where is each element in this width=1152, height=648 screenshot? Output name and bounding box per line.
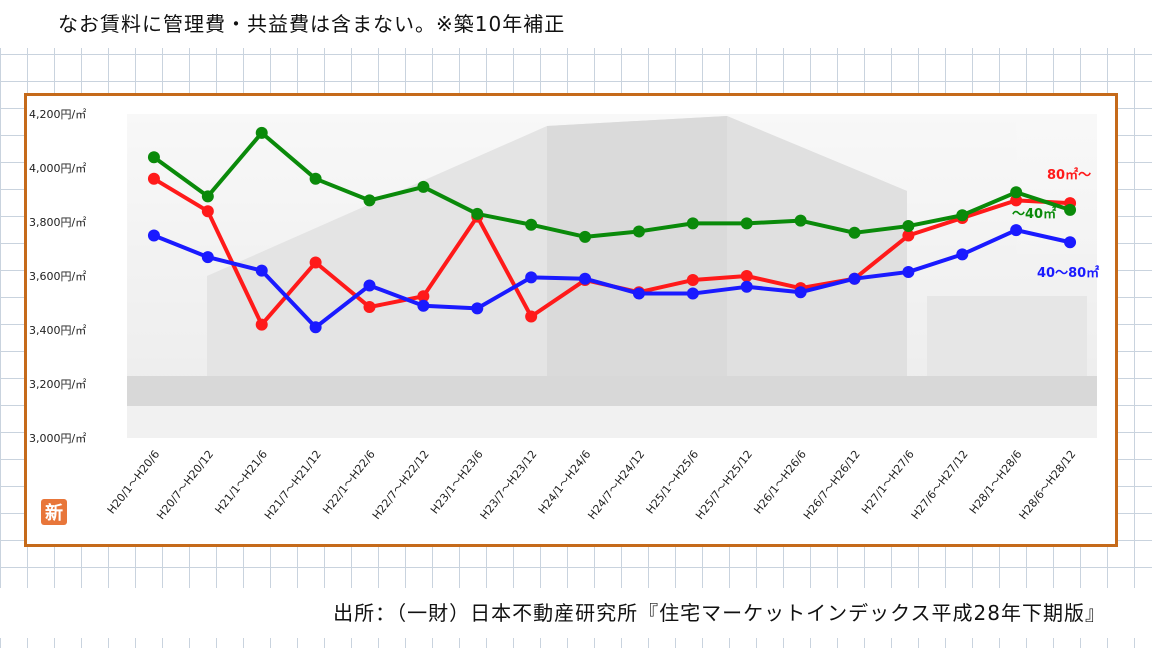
y-tick-label: 4,000円/㎡ <box>29 162 86 175</box>
source-text: 出所：（一財）日本不動産研究所『住宅マーケットインデックス平成28年下期版』 <box>0 588 1152 638</box>
note-text: なお賃料に管理費・共益費は含まない。※築10年補正 <box>0 0 1152 48</box>
data-point <box>309 321 322 334</box>
data-point <box>255 126 268 139</box>
x-tick-label: H26/1～H26/6 <box>751 448 809 517</box>
chart-frame: 3,000円/㎡ 3,200円/㎡ 3,400円/㎡ 3,600円/㎡ 3,800円/㎡… <box>24 93 1118 547</box>
new-badge: 新 <box>41 499 67 525</box>
data-point <box>147 172 160 185</box>
x-tick-label: H23/1～H23/6 <box>428 448 486 517</box>
data-point <box>255 318 268 331</box>
data-point <box>579 230 592 243</box>
x-tick-label: H28/6～H28/12 <box>1016 448 1078 522</box>
data-point <box>1010 186 1023 199</box>
x-tick-label: H21/7～H21/12 <box>262 448 324 522</box>
x-axis: H20/1～H20/6H20/7～H20/12H21/1～H21/6H21/7～… <box>105 448 1079 522</box>
y-tick-label: 4,200円/㎡ <box>29 108 86 121</box>
data-point <box>956 209 969 222</box>
x-tick-label: H22/7～H22/12 <box>370 448 432 522</box>
data-point <box>794 214 807 227</box>
series-label: ～40㎡ <box>1012 206 1056 222</box>
data-point <box>686 287 699 300</box>
data-point <box>902 220 915 233</box>
series-label: 80㎡～ <box>1047 167 1091 183</box>
rent-index-chart: 3,000円/㎡ 3,200円/㎡ 3,400円/㎡ 3,600円/㎡ 3,800円/㎡… <box>29 108 1099 525</box>
data-point <box>686 274 699 287</box>
data-point <box>902 265 915 278</box>
data-point <box>363 279 376 292</box>
data-point <box>147 229 160 242</box>
series-labels: 80㎡～ ～40㎡ 40～80㎡ <box>1012 167 1099 281</box>
x-tick-label: H27/1～H27/6 <box>859 448 917 517</box>
data-point <box>201 251 214 264</box>
data-point <box>363 194 376 207</box>
data-point <box>525 271 538 284</box>
x-tick-label: H20/1～H20/6 <box>105 448 163 517</box>
series-layer <box>147 126 1077 334</box>
data-point <box>848 272 861 285</box>
x-tick-label: H24/7～H24/12 <box>585 448 647 522</box>
x-tick-label: H20/7～H20/12 <box>154 448 216 522</box>
y-axis: 3,000円/㎡ 3,200円/㎡ 3,400円/㎡ 3,600円/㎡ 3,800円/㎡… <box>29 108 86 445</box>
data-point <box>255 264 268 277</box>
y-tick-label: 3,800円/㎡ <box>29 216 86 229</box>
data-point <box>686 217 699 230</box>
data-point <box>740 270 753 282</box>
y-tick-label: 3,400円/㎡ <box>29 324 86 337</box>
x-tick-label: H21/1～H21/6 <box>212 448 270 517</box>
y-tick-label: 3,600円/㎡ <box>29 270 86 283</box>
series-line <box>153 228 1071 330</box>
x-tick-label: H26/7～H26/12 <box>801 448 863 522</box>
building-photo-background <box>127 114 1097 438</box>
data-point <box>309 172 322 185</box>
series-label: 40～80㎡ <box>1037 265 1099 281</box>
x-tick-label: H28/1～H28/6 <box>967 448 1025 517</box>
data-point <box>525 310 538 323</box>
data-point <box>363 301 376 314</box>
data-point <box>525 218 538 231</box>
x-tick-label: H22/1～H22/6 <box>320 448 378 517</box>
data-point <box>1064 203 1077 216</box>
x-tick-label: H27/6～H27/12 <box>909 448 971 522</box>
data-point <box>1064 236 1077 249</box>
new-badge-text: 新 <box>45 502 63 524</box>
data-point <box>632 287 645 300</box>
x-tick-label: H24/1～H24/6 <box>536 448 594 517</box>
series-line <box>152 130 1071 239</box>
x-tick-label: H25/7～H25/12 <box>693 448 755 522</box>
data-point <box>201 190 214 203</box>
data-point <box>956 248 969 261</box>
data-point <box>848 226 861 239</box>
x-tick-label: H25/1～H25/6 <box>644 448 702 517</box>
x-tick-label: H23/7～H23/12 <box>478 448 540 522</box>
y-tick-label: 3,000円/㎡ <box>29 432 86 445</box>
data-point <box>740 280 753 293</box>
data-point <box>471 207 484 220</box>
data-point <box>1010 224 1023 237</box>
data-point <box>309 256 322 269</box>
data-point <box>902 229 915 242</box>
data-point <box>740 217 753 230</box>
data-point <box>201 205 214 218</box>
data-point <box>471 302 484 315</box>
data-point <box>147 151 160 164</box>
data-point <box>417 290 430 303</box>
data-point <box>417 180 430 193</box>
data-point <box>417 299 430 312</box>
y-tick-label: 3,200円/㎡ <box>29 378 86 391</box>
data-point <box>794 286 807 299</box>
data-point <box>632 225 645 238</box>
data-point <box>579 272 592 285</box>
